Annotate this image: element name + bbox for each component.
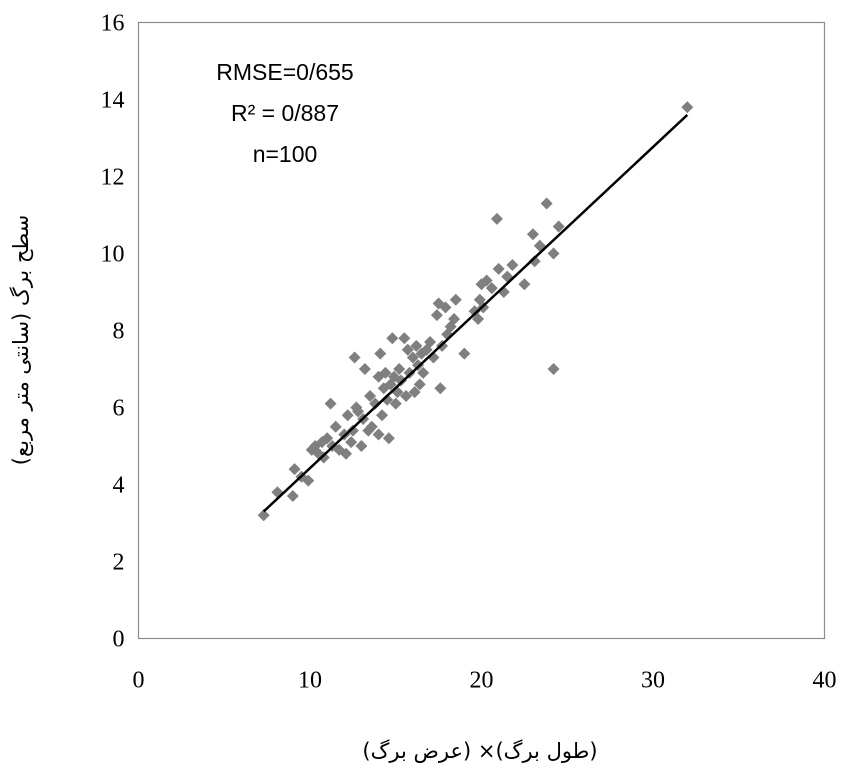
data-point — [348, 351, 361, 364]
y-tick-label: 16 — [101, 11, 125, 37]
data-point — [400, 389, 413, 402]
y-axis-ticks: 0 2 4 6 8 10 12 14 16 — [101, 11, 125, 653]
y-tick-label: 8 — [113, 319, 125, 345]
x-tick-label: 20 — [470, 668, 494, 694]
data-points — [257, 101, 694, 522]
data-point — [345, 436, 358, 449]
data-point — [480, 274, 493, 287]
data-point — [485, 282, 498, 295]
data-point — [382, 432, 395, 445]
data-point — [346, 424, 359, 437]
x-tick-label: 30 — [641, 668, 665, 694]
data-point — [403, 366, 416, 379]
y-axis-title: سطح برگ (سانتی متر مربع) — [9, 215, 33, 465]
x-tick-label: 10 — [298, 668, 322, 694]
annotation-n: n=100 — [253, 141, 318, 167]
annotation-rmse: RMSE=0/655 — [216, 59, 353, 85]
x-tick-label: 0 — [133, 668, 145, 694]
y-tick-label: 4 — [113, 473, 125, 499]
data-point — [528, 255, 541, 268]
data-point — [526, 228, 539, 241]
data-point — [406, 351, 419, 364]
annotation-r-squared: R² = 0/887 — [231, 100, 339, 126]
data-point — [394, 374, 407, 387]
data-point — [681, 101, 694, 114]
data-point — [324, 397, 337, 410]
data-point — [321, 432, 334, 445]
data-point — [329, 420, 342, 433]
data-point — [413, 378, 426, 391]
data-point — [257, 509, 270, 522]
data-point — [458, 347, 471, 360]
data-point — [401, 343, 414, 356]
data-point — [341, 409, 354, 422]
data-point — [364, 389, 377, 402]
data-point — [288, 463, 301, 476]
data-point — [398, 332, 411, 345]
y-tick-label: 6 — [113, 396, 125, 422]
data-point — [430, 309, 443, 322]
y-tick-label: 14 — [101, 88, 125, 114]
y-tick-label: 0 — [113, 627, 125, 653]
data-point — [449, 293, 462, 306]
data-point — [417, 366, 430, 379]
data-point — [540, 197, 553, 210]
data-point — [365, 420, 378, 433]
data-point — [369, 397, 382, 410]
y-tick-label: 10 — [101, 242, 125, 268]
data-point — [439, 301, 452, 314]
data-point — [374, 347, 387, 360]
data-point — [352, 405, 365, 418]
data-point — [358, 363, 371, 375]
data-point — [381, 393, 394, 406]
data-point — [410, 339, 423, 352]
data-point — [355, 440, 368, 452]
data-point — [340, 447, 353, 460]
x-axis-title: (طول برگ)× (عرض برگ) — [362, 739, 597, 763]
x-axis-ticks: 0 10 20 30 40 — [133, 668, 837, 694]
data-point — [379, 366, 392, 379]
data-point — [376, 409, 389, 422]
data-point — [472, 312, 485, 325]
data-point — [408, 386, 421, 399]
y-tick-label: 2 — [113, 550, 125, 576]
data-point — [552, 220, 565, 233]
data-point — [286, 490, 299, 503]
y-tick-label: 12 — [101, 165, 125, 191]
data-point — [448, 312, 461, 325]
data-point — [490, 212, 503, 225]
trendline — [262, 113, 689, 513]
data-point — [393, 363, 406, 375]
data-point — [386, 332, 399, 345]
data-point — [492, 262, 505, 275]
data-point — [271, 486, 284, 499]
plot-area-frame — [137, 21, 826, 640]
data-point — [424, 336, 437, 349]
data-point — [372, 428, 385, 441]
x-tick-label: 40 — [813, 668, 837, 694]
data-point — [302, 474, 315, 487]
data-point — [317, 451, 330, 464]
data-point — [506, 259, 519, 272]
data-point — [547, 247, 560, 260]
data-point — [547, 363, 560, 375]
data-point — [389, 397, 402, 410]
data-point — [434, 382, 447, 395]
data-point — [518, 278, 531, 291]
